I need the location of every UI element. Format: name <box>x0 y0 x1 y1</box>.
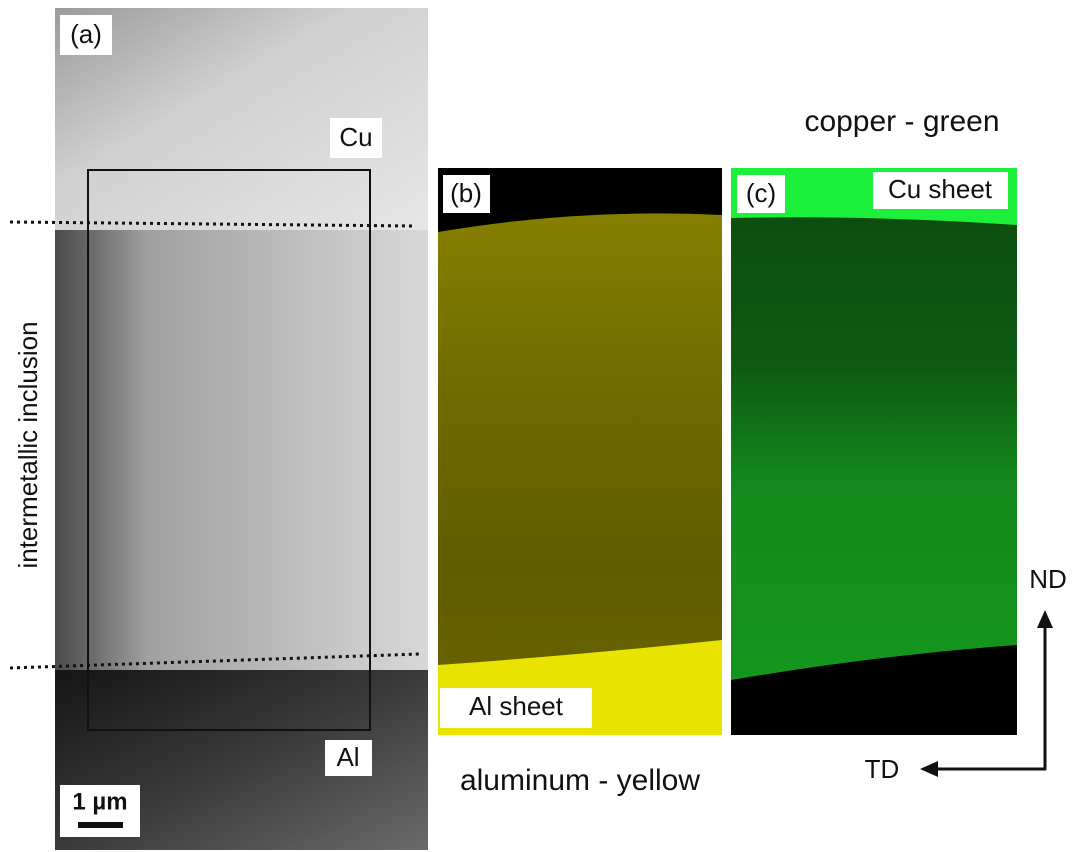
panel-c: (c) Cu sheet <box>731 168 1017 735</box>
sheet-label: Cu sheet <box>888 174 993 204</box>
caption: copper - green <box>804 105 999 138</box>
axis-label: ND <box>1029 564 1067 594</box>
panel-label: (c) <box>746 178 776 208</box>
material-label: Al <box>336 742 359 772</box>
arrowhead <box>920 761 938 777</box>
panel-label: (b) <box>450 178 482 208</box>
caption: aluminum - yellow <box>460 764 700 797</box>
panel-a: (a) Cu Al 1 µm <box>10 8 428 850</box>
material-label: Cu <box>339 122 372 152</box>
scale-bar <box>78 822 123 828</box>
panel-b: (b) Al sheet <box>438 168 722 735</box>
sheet-label: Al sheet <box>469 691 564 721</box>
panel-label: (a) <box>70 19 102 49</box>
intermetallic-region <box>55 230 428 670</box>
axis-label: TD <box>865 754 900 784</box>
figure: (a) Cu Al 1 µm intermetallic inclusion (… <box>0 0 1073 852</box>
side-label: intermetallic inclusion <box>13 321 43 568</box>
arrowhead <box>1037 610 1053 628</box>
scale-label: 1 µm <box>72 788 127 815</box>
